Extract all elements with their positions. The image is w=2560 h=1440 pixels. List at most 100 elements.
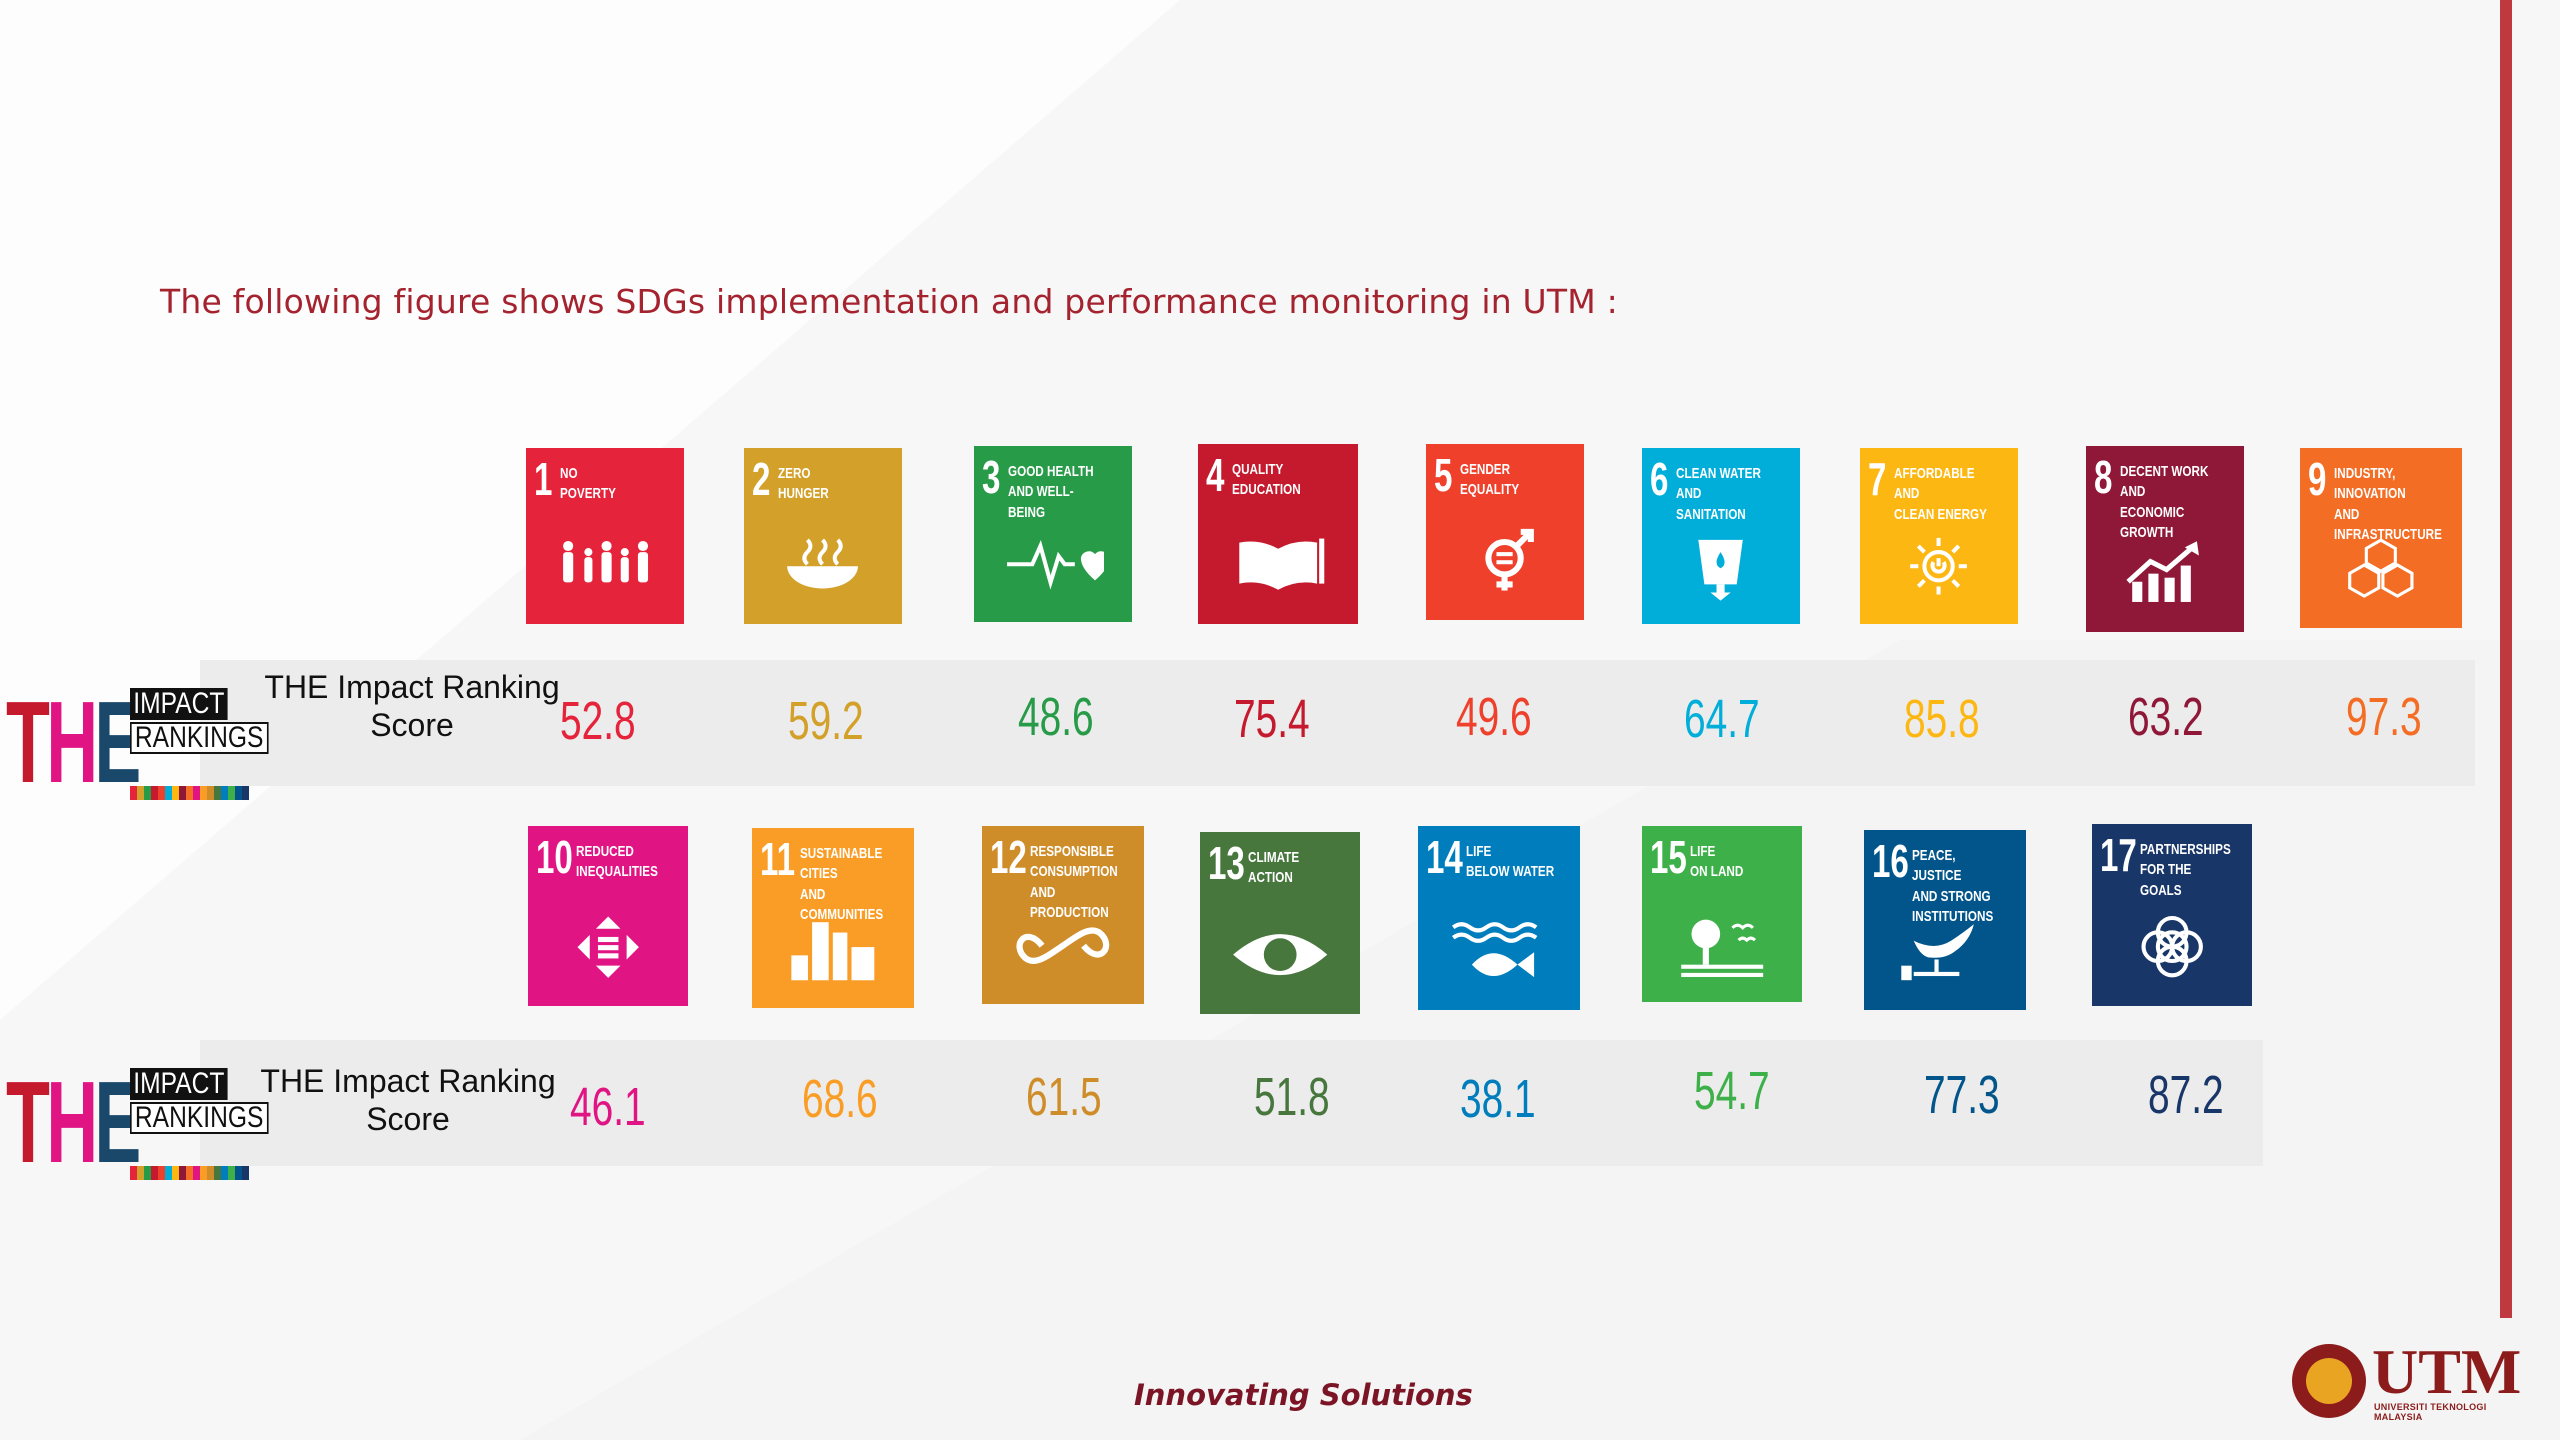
eye-globe-icon [1232, 934, 1328, 976]
sdg-label: CLEAN WATER AND SANITATION [1676, 465, 1761, 523]
sdg-score-9: 97.3 [2346, 687, 2422, 747]
sdg-label: DECENT WORK AND ECONOMIC GROWTH [2120, 463, 2209, 541]
sdg-tile-12: 12 RESPONSIBLE CONSUMPTION AND PRODUCTION [982, 826, 1144, 1004]
book-icon [1239, 538, 1325, 590]
sdg-label: LIFE ON LAND [1690, 843, 1744, 881]
the-impact-rankings-logo: THE IMPACT RANKINGS [6, 684, 326, 804]
sdg-tile-2: 2 ZERO HUNGER [744, 448, 902, 624]
family-icon [563, 541, 649, 583]
score-band-row-2 [200, 1040, 2263, 1166]
logo-impact-text: IMPACT [130, 688, 228, 720]
rank-label-row-2: THE Impact Ranking Score [260, 1063, 556, 1137]
sdg-label: GENDER EQUALITY [1460, 461, 1520, 499]
footer-tagline: Innovating Solutions [1134, 1378, 1473, 1412]
sdg-tile-11: 11 SUSTAINABLE CITIES AND COMMUNITIES [752, 828, 914, 1008]
logo-rankings-text: RANKINGS [130, 722, 269, 754]
heartbeat-icon [1007, 540, 1104, 591]
sdg-label: AFFORDABLE AND CLEAN ENERGY [1894, 465, 1987, 523]
gender-icon [1485, 529, 1535, 591]
sdg-number: 5 [1434, 449, 1453, 501]
sdg-score-13: 51.8 [1254, 1067, 1330, 1127]
sdg-tile-13: 13 CLIMATE ACTION [1200, 832, 1360, 1014]
infinity-icon [1016, 927, 1110, 965]
sdg-label: SUSTAINABLE CITIES AND COMMUNITIES [800, 845, 884, 923]
sdg-score-4: 75.4 [1234, 689, 1310, 749]
sdg-score-14: 38.1 [1460, 1069, 1536, 1129]
sdg-number: 3 [982, 451, 1001, 503]
score-band-row-1 [200, 660, 2475, 786]
tree-icon [1681, 920, 1763, 978]
equality-arrows-icon [577, 916, 639, 979]
sdg-score-15: 54.7 [1694, 1061, 1770, 1121]
sdg-score-12: 61.5 [1026, 1067, 1102, 1127]
sdg-label: REDUCED INEQUALITIES [576, 843, 658, 881]
utm-wordmark: UTM [2372, 1336, 2522, 1407]
sdg-number: 14 [1426, 831, 1463, 883]
sdg-tile-14: 14 LIFE BELOW WATER [1418, 826, 1580, 1010]
sdg-label: ZERO HUNGER [778, 465, 829, 503]
sdg-label: CLIMATE ACTION [1248, 849, 1300, 887]
sdg-number: 17 [2100, 829, 2137, 881]
intro-text: The following figure shows SDGs implemen… [160, 282, 1618, 321]
sdg-tile-7: 7 AFFORDABLE AND CLEAN ENERGY [1860, 448, 2018, 624]
logo-stripes [130, 786, 249, 800]
sdg-score-17: 87.2 [2148, 1065, 2224, 1125]
sdg-tile-1: 1 NO POVERTY [526, 448, 684, 624]
cubes-icon [2348, 538, 2414, 599]
sdg-tile-17: 17 PARTNERSHIPS FOR THE GOALS [2092, 824, 2252, 1006]
sdg-number: 13 [1208, 837, 1245, 889]
sdg-label: INDUSTRY, INNOVATION AND INFRASTRUCTURE [2334, 465, 2442, 543]
sdg-score-6: 64.7 [1684, 689, 1760, 749]
sdg-score-7: 85.8 [1904, 689, 1980, 749]
utm-full-name: UNIVERSITI TEKNOLOGI MALAYSIA [2374, 1402, 2487, 1422]
logo-the-text: THE [6, 677, 142, 807]
sdg-tile-8: 8 DECENT WORK AND ECONOMIC GROWTH [2086, 446, 2244, 632]
sdg-label: NO POVERTY [560, 465, 616, 503]
sdg-score-1: 52.8 [560, 691, 636, 751]
rank-label-row-1: THE Impact Ranking Score [264, 669, 560, 743]
sdg-tile-10: 10 REDUCED INEQUALITIES [528, 826, 688, 1006]
sdg-tile-16: 16 PEACE, JUSTICE AND STRONG INSTITUTIONS [1864, 830, 2026, 1010]
sdg-score-10: 46.1 [570, 1077, 646, 1137]
sdg-number: 11 [760, 833, 796, 885]
sdg-number: 15 [1650, 831, 1687, 883]
city-icon [791, 922, 875, 981]
sdg-number: 2 [752, 453, 771, 505]
fish-icon [1452, 922, 1538, 978]
sdg-number: 12 [990, 831, 1027, 883]
sdg-tile-5: 5 GENDER EQUALITY [1426, 444, 1584, 620]
sdg-tile-15: 15 LIFE ON LAND [1642, 826, 1802, 1002]
sdg-label: RESPONSIBLE CONSUMPTION AND PRODUCTION [1030, 843, 1118, 921]
sdg-tile-3: 3 GOOD HEALTH AND WELL-BEING [974, 446, 1132, 622]
sdg-number: 4 [1206, 449, 1225, 501]
sdg-number: 10 [536, 831, 573, 883]
sdg-number: 1 [534, 453, 553, 505]
logo-stripes [130, 1166, 249, 1180]
sdg-label: GOOD HEALTH AND WELL-BEING [1008, 463, 1094, 521]
sdg-score-8: 63.2 [2128, 687, 2204, 747]
accent-bar [2500, 0, 2512, 1318]
sdg-tile-6: 6 CLEAN WATER AND SANITATION [1642, 448, 1800, 624]
rings-icon [2141, 916, 2203, 978]
logo-impact-text: IMPACT [130, 1068, 228, 1100]
dove-icon [1901, 924, 1975, 981]
the-impact-rankings-logo: THE IMPACT RANKINGS [6, 1064, 326, 1184]
sdg-tile-9: 9 INDUSTRY, INNOVATION AND INFRASTRUCTURE [2300, 448, 2462, 628]
water-glass-icon [1698, 540, 1744, 602]
sdg-label: PEACE, JUSTICE AND STRONG INSTITUTIONS [1912, 847, 1994, 925]
sdg-score-11: 68.6 [802, 1069, 878, 1129]
utm-seal-icon [2292, 1344, 2366, 1418]
sdg-label: PARTNERSHIPS FOR THE GOALS [2140, 841, 2231, 899]
sdg-number: 8 [2094, 451, 2113, 503]
sdg-number: 16 [1872, 835, 1909, 887]
sdg-score-5: 49.6 [1456, 687, 1532, 747]
sdg-tile-4: 4 QUALITY EDUCATION [1198, 444, 1358, 624]
sdg-number: 7 [1868, 453, 1887, 505]
utm-logo: UTM UNIVERSITI TEKNOLOGI MALAYSIA [2292, 1340, 2528, 1422]
growth-chart-icon [2126, 541, 2200, 602]
sdg-label: QUALITY EDUCATION [1232, 461, 1301, 499]
logo-rankings-text: RANKINGS [130, 1102, 269, 1134]
sdg-score-16: 77.3 [1924, 1065, 2000, 1125]
sdg-label: LIFE BELOW WATER [1466, 843, 1555, 881]
sdg-number: 9 [2308, 453, 2327, 505]
